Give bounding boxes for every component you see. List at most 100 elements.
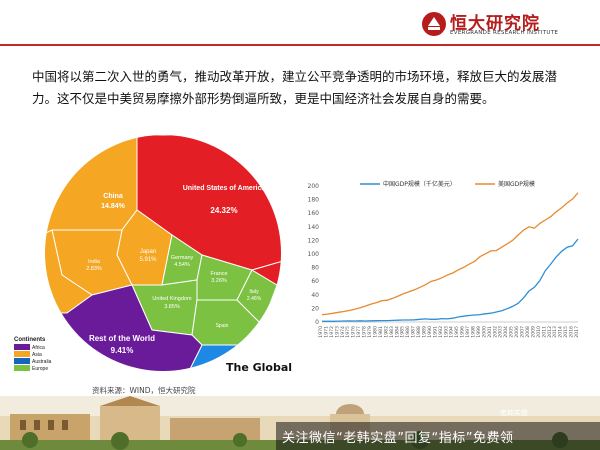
value-uk: 3.85% <box>164 304 180 310</box>
value-australia: 1.8% <box>280 331 292 337</box>
label-mexico: Mexico <box>282 289 297 294</box>
x-tick-label: 2017 <box>574 326 580 338</box>
value-france: 3.26% <box>211 278 227 284</box>
headline-text: 中国将以第二次入世的勇气，推动改革开放，建立公平竞争透明的市场环境，释放巨大的发… <box>32 69 558 106</box>
y-tick-label: 180 <box>308 197 320 204</box>
x-tick-label: 1972 <box>329 326 335 338</box>
gdp-voronoi-chart: China 14.84% United States of America 24… <box>45 135 298 371</box>
gdp-line-chart: 0 20 40 60 80 100 120 140 160 180 200 1970 1971 1972… <box>308 180 580 338</box>
y-tick-label: 100 <box>308 251 320 258</box>
label-usa: United States of America <box>183 185 266 192</box>
y-tick-label: 160 <box>308 210 320 217</box>
value-usa: 24.32% <box>210 206 237 215</box>
y-tick-label: 40 <box>311 292 319 299</box>
x-tick-label: 1990 <box>427 326 433 338</box>
x-tick-label: 1971 <box>323 326 329 338</box>
y-tick-label: 120 <box>308 237 320 244</box>
x-tick-label: 1986 <box>405 326 411 338</box>
series-line-china <box>322 238 579 322</box>
promo-banner <box>276 422 600 450</box>
y-axis: 0 20 40 60 80 100 120 140 160 180 200 <box>308 183 578 326</box>
legend-label-europe: Europe <box>32 366 48 372</box>
x-tick-label: 1974 <box>340 326 346 338</box>
x-tick-label: 2015 <box>563 326 569 338</box>
x-tick-label: 1995 <box>454 326 460 338</box>
series-line-usa <box>321 192 579 316</box>
label-france: France <box>210 271 227 277</box>
label-china: China <box>103 193 123 200</box>
line-chart-legend: 中国GDP规模（千亿美元） 美国GDP规模 <box>360 180 535 188</box>
x-tick-label: 1970 <box>318 326 324 338</box>
x-tick-label: 1991 <box>432 326 438 338</box>
x-tick-label: 1975 <box>345 326 351 338</box>
x-tick-label: 1981 <box>378 326 384 338</box>
legend-title: Continents <box>14 337 46 343</box>
x-tick-label: 2004 <box>503 326 509 338</box>
legend-swatch-australia <box>14 358 30 364</box>
watermark-text: 老韩实盘 <box>500 409 528 417</box>
brand-logo-icon <box>422 12 446 36</box>
brand-logo: 恒大研究院 EVERGRANDE RESEARCH INSTITUTE <box>420 8 570 40</box>
x-tick-label: 1983 <box>389 326 395 338</box>
label-germany: Germany <box>171 255 194 261</box>
header: 恒大研究院 EVERGRANDE RESEARCH INSTITUTE <box>0 0 600 44</box>
value-rest-of-world: 9.41% <box>111 346 134 355</box>
x-tick-label: 1973 <box>334 326 340 338</box>
x-tick-label: 2005 <box>509 326 515 338</box>
voronoi-title: The Global <box>226 361 293 374</box>
x-tick-label: 1996 <box>460 326 466 338</box>
label-india: India <box>88 259 101 265</box>
x-tick-label: 2011 <box>541 326 547 338</box>
y-tick-label: 80 <box>311 265 319 272</box>
value-germany: 4.54% <box>174 262 190 268</box>
label-australia: Australia <box>276 324 296 330</box>
x-axis: 1970 1971 1972 1973 1974 1975 1976 1977 1978 1979… <box>318 326 580 338</box>
promo-banner-text: 关注微信“老韩实盘”回复“指标”免费领 <box>282 431 514 446</box>
y-tick-label: 0 <box>315 319 319 326</box>
cell-canada <box>250 254 281 286</box>
x-tick-label: 2010 <box>536 326 542 338</box>
brand-name: 恒大研究院 <box>450 14 540 34</box>
cell-china <box>45 135 138 246</box>
x-tick-label: 1998 <box>471 326 477 338</box>
x-tick-label: 1982 <box>383 326 389 338</box>
x-tick-label: 2013 <box>552 326 558 338</box>
source-note: 资料来源：WIND，恒大研究院 <box>92 386 196 395</box>
legend-label-asia: Asia <box>32 352 42 358</box>
x-tick-label: 2006 <box>514 326 520 338</box>
value-india: 2.83% <box>86 266 102 272</box>
x-tick-label: 1979 <box>367 326 373 338</box>
x-tick-label: 1999 <box>476 326 482 338</box>
label-canada: Canada <box>282 267 298 272</box>
legend-label-china: 中国GDP规模（千亿美元） <box>383 180 456 188</box>
x-tick-label: 1980 <box>372 326 378 338</box>
x-tick-label: 2000 <box>481 326 487 338</box>
legend-swatch-europe <box>14 365 30 371</box>
legend-label-africa: Africa <box>32 345 45 351</box>
x-tick-label: 2012 <box>547 326 553 338</box>
x-tick-label: 1976 <box>351 326 357 338</box>
x-tick-label: 2008 <box>525 326 531 338</box>
label-rest-of-world: Rest of the World <box>89 334 155 343</box>
x-tick-label: 1988 <box>416 326 422 338</box>
x-tick-label: 1985 <box>400 326 406 338</box>
value-mexico: 1.64% <box>283 296 296 301</box>
value-brazil: 2.39% <box>222 362 238 368</box>
x-tick-label: 2001 <box>487 326 493 338</box>
y-tick-label: 20 <box>311 305 319 312</box>
x-tick-label: 1994 <box>449 326 455 338</box>
x-tick-label: 1993 <box>443 326 449 338</box>
value-china: 14.84% <box>101 203 126 210</box>
label-spain: Spain <box>216 323 229 329</box>
x-tick-label: 1977 <box>356 326 362 338</box>
x-tick-label: 1989 <box>421 326 427 338</box>
label-brazil: Brazil <box>223 355 237 361</box>
x-tick-label: 2002 <box>492 326 498 338</box>
brand-name-en: EVERGRANDE RESEARCH INSTITUTE <box>450 30 559 36</box>
y-tick-label: 140 <box>308 224 320 231</box>
x-tick-label: 1987 <box>411 326 417 338</box>
y-tick-label: 60 <box>311 278 319 285</box>
legend-label-australia: Australia <box>32 359 52 365</box>
continents-legend: Continents Africa Asia Australia Europe <box>14 337 52 372</box>
x-tick-label: 2007 <box>520 326 526 338</box>
